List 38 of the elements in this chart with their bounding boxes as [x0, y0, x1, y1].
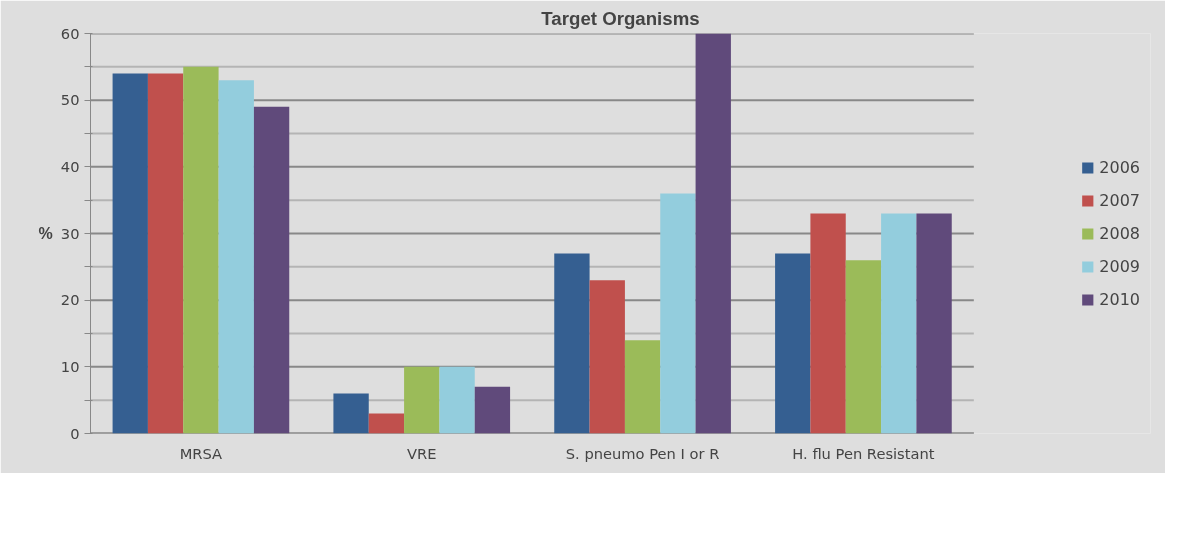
legend-label: 2007 — [1099, 190, 1140, 210]
bar — [183, 66, 219, 434]
bar — [333, 393, 369, 434]
x-tick-label: MRSA — [179, 444, 223, 462]
bar — [660, 193, 696, 434]
chart-title: Target Organisms — [541, 7, 700, 29]
y-tick-label: 60 — [60, 24, 80, 42]
bar — [916, 213, 952, 434]
y-tick-label: 10 — [60, 357, 80, 375]
bar — [695, 33, 731, 434]
bar — [112, 73, 148, 434]
bar — [147, 73, 184, 434]
legend-label: 2008 — [1099, 223, 1140, 243]
y-tick-label: 0 — [70, 424, 80, 442]
y-tick-label: 20 — [60, 291, 80, 309]
bar — [589, 280, 625, 434]
y-tick-label: 50 — [60, 91, 80, 109]
x-tick-label: H. flu Pen Resistant — [792, 444, 935, 462]
bar — [404, 366, 440, 434]
bar — [253, 106, 290, 434]
bar — [845, 260, 882, 434]
y-tick-label: 40 — [60, 157, 80, 175]
y-tick-label: 30 — [60, 224, 80, 242]
legend-label: 2009 — [1099, 256, 1140, 276]
y-axis-title: % — [38, 225, 53, 242]
bar — [775, 253, 811, 434]
bar — [368, 413, 405, 434]
legend-label: 2006 — [1099, 157, 1140, 177]
bar — [810, 213, 846, 434]
x-tick-label: S. pneumo Pen I or R — [565, 444, 720, 462]
bar — [554, 253, 590, 434]
bar — [439, 366, 475, 434]
bar — [624, 340, 661, 434]
x-tick-label: VRE — [407, 444, 437, 462]
legend-label: 2010 — [1099, 289, 1140, 309]
bar — [474, 386, 511, 434]
bar — [881, 213, 917, 434]
bar — [218, 80, 254, 434]
